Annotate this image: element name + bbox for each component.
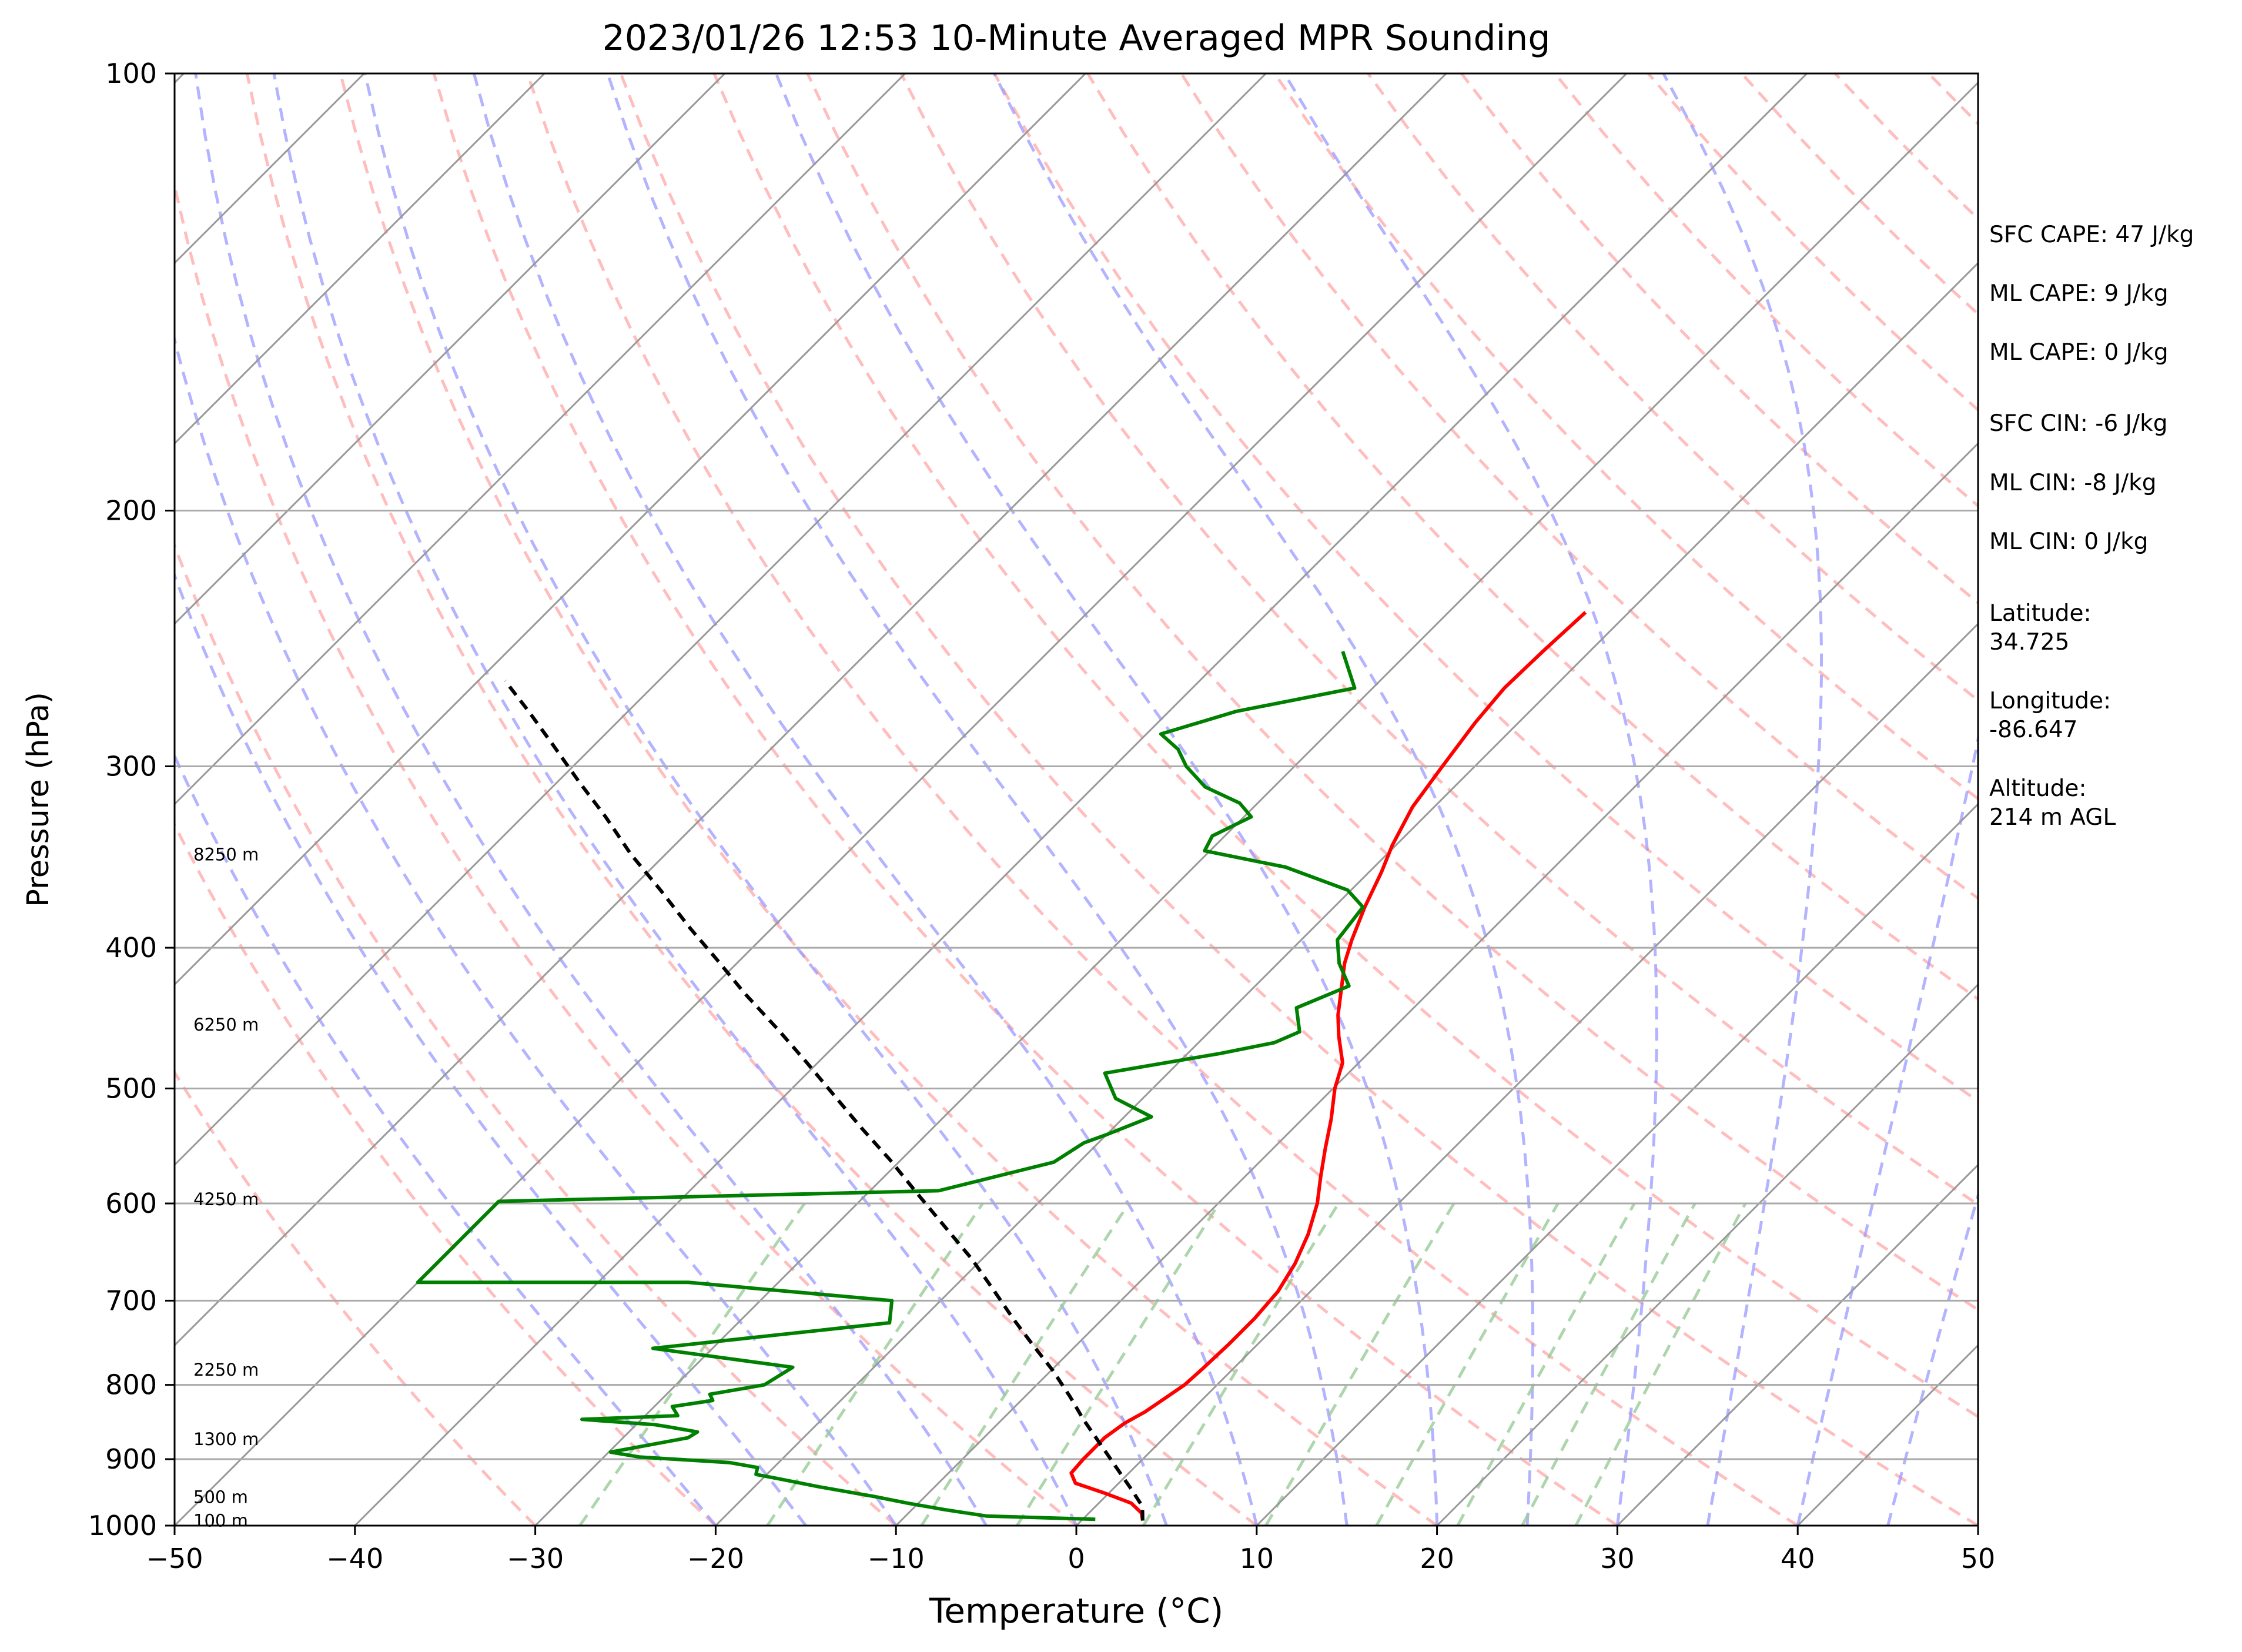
dry-adiabat-line [175,541,897,1526]
moist-adiabat-line [272,73,1078,1526]
stat-latitude-value: 34.725 [1989,629,2069,656]
stat-sfc-cape: SFC CAPE: 47 J/kg [1989,222,2194,248]
moist-adiabat-line [1796,732,1978,1526]
height-label: 1300 m [193,1429,259,1449]
stat-ml-cape: ML CAPE: 9 J/kg [1989,280,2169,307]
x-tick-label: −30 [507,1543,564,1574]
chart-title: 2023/01/26 12:53 10-Minute Averaged MPR … [603,18,1551,59]
isotherm-line [715,262,1978,1526]
y-tick-label: 500 [105,1072,157,1104]
y-tick-label: 100 [105,58,157,89]
x-tick-label: 40 [1781,1543,1815,1574]
y-tick-label: 800 [105,1369,157,1401]
x-tick-label: −50 [146,1543,203,1574]
dry-adiabat-line [1086,73,1978,1001]
sounding-series [416,611,1587,1521]
dry-adiabat-line [175,178,1078,1526]
y-tick-label: 200 [105,495,157,527]
dry-adiabat-line [712,73,1978,1419]
y-tick-label: 700 [105,1285,157,1316]
x-tick-label: 10 [1240,1543,1274,1574]
x-tick-label: 50 [1961,1543,1996,1574]
isotherm-line [175,73,1086,986]
isotherm-line [175,73,906,805]
x-tick-label: 20 [1420,1543,1454,1574]
isotherm-lines [175,73,1978,1526]
stats-panel: SFC CAPE: 47 J/kg ML CAPE: 9 J/kg ML CAP… [1989,222,2194,831]
moist-adiabat-line [472,73,1259,1526]
dry-adiabat-line [1273,73,1978,801]
stat-altitude-value: 214 m AGL [1989,804,2116,831]
stat-ml-cin-2: ML CIN: 0 J/kg [1989,529,2148,555]
mixing-ratio-line [1016,1202,1220,1526]
y-axis-ticks: 1000 900 800 700 600 500 400 300 200 100 [88,58,175,1541]
mixing-ratio-line [920,1202,1130,1526]
x-tick-label: 30 [1600,1543,1635,1574]
isotherm-line [175,73,726,626]
moist-adiabat-line [175,571,807,1526]
stat-altitude-label: Altitude: [1989,775,2087,802]
stat-longitude-value: -86.647 [1989,717,2078,743]
y-tick-label: 1000 [88,1510,157,1541]
dry-adiabat-line [175,821,717,1526]
y-tick-label: 400 [105,932,157,964]
stat-longitude-label: Longitude: [1989,688,2111,714]
moist-adiabat-line [175,334,898,1526]
isotherm-line [534,81,1978,1526]
parcel-line [504,680,1145,1521]
height-label: 2250 m [193,1360,259,1380]
isotherm-line [1617,1163,1978,1526]
stat-sfc-cin: SFC CIN: -6 J/kg [1989,410,2168,437]
y-axis-label: Pressure (hPa) [21,692,56,907]
moist-adiabat-line [194,73,988,1526]
stat-ml-cin: ML CIN: -8 J/kg [1989,470,2156,496]
isotherm-line [1256,802,1978,1526]
y-tick-label: 600 [105,1188,157,1219]
isotherm-line [895,442,1978,1526]
isotherm-line [175,73,546,445]
height-label: 100 m [193,1510,248,1530]
x-tick-label: −10 [868,1543,925,1574]
moist-adiabat-line [1662,73,1823,1526]
x-tick-label: −20 [687,1543,744,1574]
y-tick-label: 900 [105,1443,157,1475]
dry-adiabat-line [175,1069,537,1526]
dry-adiabat-line [993,73,1978,1103]
height-labels: 8250 m 6250 m 4250 m 2250 m 1300 m 500 m 100 m [193,844,259,1530]
dry-adiabat-line [806,73,1978,1312]
x-tick-label: −40 [326,1543,383,1574]
stat-latitude-label: Latitude: [1989,600,2092,627]
height-label: 8250 m [193,844,259,864]
isotherm-line [1075,622,1978,1526]
y-tick-label: 300 [105,750,157,782]
dry-adiabat-line [339,73,1438,1526]
height-label: 4250 m [193,1189,259,1209]
dry-adiabat-line [1367,73,1978,703]
dry-adiabat-line [432,73,1618,1526]
dry-adiabat-line [245,73,1258,1526]
height-label: 6250 m [193,1015,259,1035]
temperature-line [1069,611,1587,1521]
x-axis-ticks: −50 −40 −30 −20 −10 0 10 20 30 40 50 [146,1526,1995,1574]
x-tick-label: 0 [1068,1543,1085,1574]
moist-adiabat-line [1886,1190,1978,1526]
stat-ml-cape-2: ML CAPE: 0 J/kg [1989,339,2169,366]
height-label: 500 m [193,1487,248,1507]
isotherm-line [175,73,1267,1166]
dry-adiabat-line [899,73,1978,1206]
dry-adiabat-line [526,73,1799,1526]
isotherm-line [175,73,1447,1347]
x-axis-label: Temperature (°C) [929,1591,1224,1631]
isotherm-line [1436,983,1978,1526]
moist-adiabat-line [606,73,1348,1526]
dry-adiabat-line [619,73,1978,1526]
pressure-gridlines [175,510,1978,1460]
mixing-ratio-line [1142,1202,1340,1526]
dewpoint-line [416,650,1365,1521]
mixing-ratio-line [1264,1202,1455,1526]
moist-adiabat-line [774,73,1439,1526]
